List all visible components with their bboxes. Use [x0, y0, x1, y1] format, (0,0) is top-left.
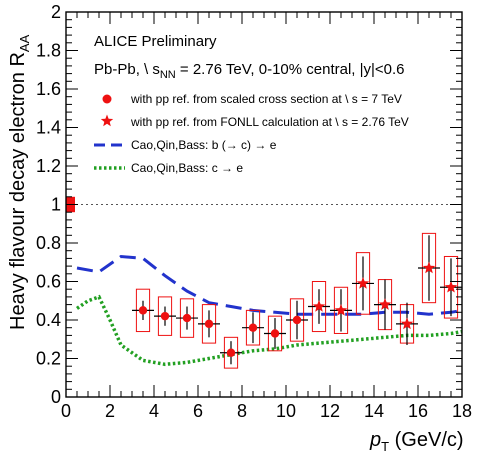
- subtitle-main: Pb-Pb, \ s: [94, 61, 160, 78]
- subtitle-rest: = 2.76 TeV, 0-10% central, |y|<0.6: [176, 61, 405, 78]
- circle-marker: [270, 329, 280, 338]
- circle-marker: [160, 311, 170, 321]
- axis-ticks: [65, 11, 463, 398]
- x-title-unit: (GeV/c): [389, 429, 463, 451]
- y-tick-label: 0.2: [36, 349, 61, 369]
- x-tick-label: 4: [149, 401, 159, 421]
- legend-label-3: Cao,Qin,Bass: b (→ c) → e: [131, 138, 277, 152]
- axis-tick-labels: 0 2 4 6 8 10 12 14 16 18 0 0.2 0.4 0.6 0.8 1 1.2 1.4 1.6 1.…: [36, 2, 472, 421]
- y-tick-label: 1: [51, 195, 61, 215]
- x-tick-label: 18: [452, 401, 472, 421]
- x-tick-label: 10: [276, 401, 296, 421]
- y-tick-label: 0.6: [36, 272, 61, 292]
- legend-label-2: with pp ref. from FONLL calculation at \…: [130, 115, 409, 129]
- data-point-star: [396, 302, 418, 346]
- circle-marker: [248, 323, 258, 332]
- data-point-star: [440, 255, 462, 319]
- data-point-star: [330, 286, 352, 334]
- chart-title: ALICE Preliminary: [94, 33, 217, 50]
- data-point-circle: [132, 288, 154, 333]
- y-tick-label: 0.4: [36, 310, 61, 330]
- data-point-star: [418, 232, 440, 304]
- y-tick-label: 2: [51, 2, 61, 22]
- data-point-circle: [198, 304, 220, 344]
- star-marker: [444, 280, 458, 293]
- star-marker: [356, 276, 370, 289]
- y-tick-label: 1.2: [36, 156, 61, 176]
- x-title-main: p: [369, 429, 381, 451]
- y-tick-label: 1.8: [36, 41, 61, 61]
- data-point-circle: [176, 298, 198, 338]
- x-tick-label: 2: [105, 401, 115, 421]
- star-marker: [312, 300, 326, 312]
- x-tick-label: 6: [193, 401, 203, 421]
- data-points-layer: [132, 232, 462, 369]
- y-tick-label: 0: [51, 387, 61, 407]
- x-tick-label: 16: [408, 401, 428, 421]
- y-axis-title: Heavy flavour decay electron RAA: [7, 34, 32, 330]
- y-title-sub: AA: [17, 34, 32, 52]
- y-tick-label: 1.4: [36, 118, 61, 138]
- x-tick-label: 0: [61, 401, 71, 421]
- data-point-star: [374, 279, 396, 331]
- legend-circle-marker: [102, 94, 112, 104]
- x-axis-title: pT (GeV/c): [369, 429, 464, 453]
- legend-star-marker: [100, 114, 114, 127]
- y-tick-label: 1.6: [36, 79, 61, 99]
- x-tick-label: 8: [237, 401, 247, 421]
- data-point-circle: [154, 296, 176, 336]
- circle-marker: [138, 306, 148, 315]
- data-point-circle: [286, 298, 308, 342]
- x-tick-label: 12: [320, 401, 340, 421]
- model-curve-c-to-e: [76, 294, 463, 367]
- circle-marker: [226, 348, 236, 357]
- x-title-sub: T: [381, 439, 389, 453]
- y-tick-label: 0.8: [36, 233, 61, 253]
- legend-label-1: with pp ref. from scaled cross section a…: [130, 92, 402, 106]
- y-title-main: Heavy flavour decay electron R: [7, 52, 29, 330]
- legend-label-4: Cao,Qin,Bass: c → e: [131, 161, 243, 175]
- data-point-circle: [242, 309, 264, 346]
- circle-marker: [204, 319, 214, 329]
- star-marker: [422, 261, 436, 274]
- star-marker: [400, 317, 414, 330]
- data-point-circle: [220, 336, 242, 369]
- data-point-star: [352, 252, 374, 315]
- data-point-circle: [264, 315, 286, 352]
- star-marker: [334, 303, 348, 316]
- circle-marker: [182, 313, 192, 323]
- circle-marker: [292, 315, 302, 325]
- star-marker: [378, 298, 392, 310]
- legend: with pp ref. from scaled cross section a…: [94, 92, 409, 175]
- subtitle-sub: NN: [160, 69, 176, 81]
- x-tick-label: 14: [364, 401, 384, 421]
- chart-subtitle: Pb-Pb, \ sNN = 2.76 TeV, 0-10% central, …: [94, 61, 405, 81]
- data-point-star: [308, 281, 330, 333]
